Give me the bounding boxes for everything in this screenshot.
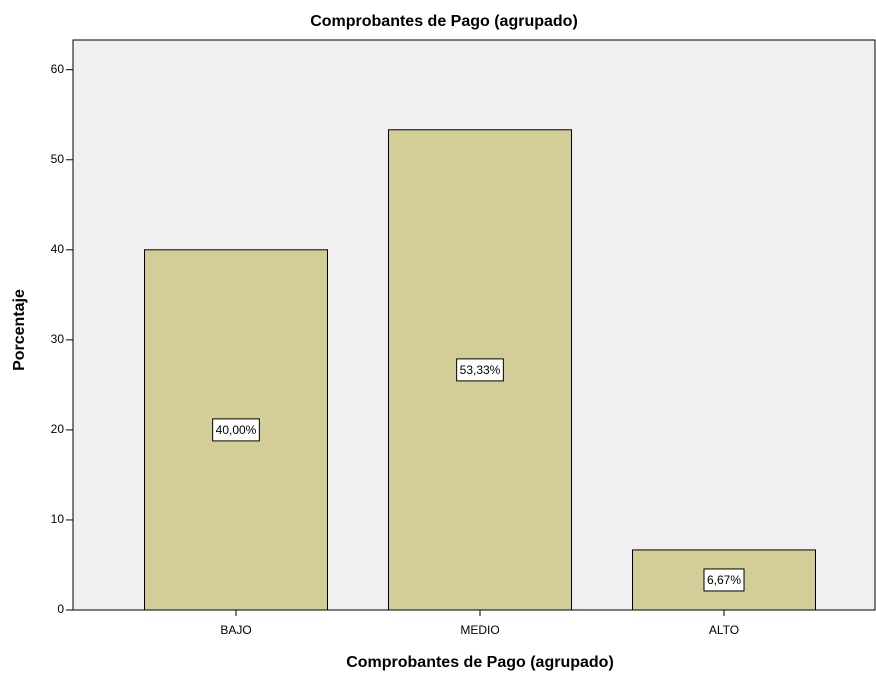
value-label: 53,33% <box>460 363 501 377</box>
value-label: 40,00% <box>216 423 257 437</box>
y-tick-label: 60 <box>51 62 65 76</box>
y-tick-label: 40 <box>51 242 65 256</box>
x-tick-label: BAJO <box>220 623 251 637</box>
y-tick-label: 30 <box>51 332 65 346</box>
y-tick-label: 10 <box>51 512 65 526</box>
chart-title: Comprobantes de Pago (agrupado) <box>310 13 578 30</box>
x-tick-label: ALTO <box>709 623 739 637</box>
x-axis-label: Comprobantes de Pago (agrupado) <box>346 654 614 671</box>
y-tick-label: 50 <box>51 152 65 166</box>
y-tick-label: 0 <box>57 602 64 616</box>
value-label-box <box>212 418 260 442</box>
value-label-box <box>456 358 504 382</box>
value-label: 6,67% <box>707 573 741 587</box>
bar <box>388 129 572 611</box>
y-tick-label: 20 <box>51 422 65 436</box>
x-tick-label: MEDIO <box>460 623 499 637</box>
value-label-box <box>703 568 745 592</box>
y-axis-label: Porcentaje <box>11 289 28 371</box>
